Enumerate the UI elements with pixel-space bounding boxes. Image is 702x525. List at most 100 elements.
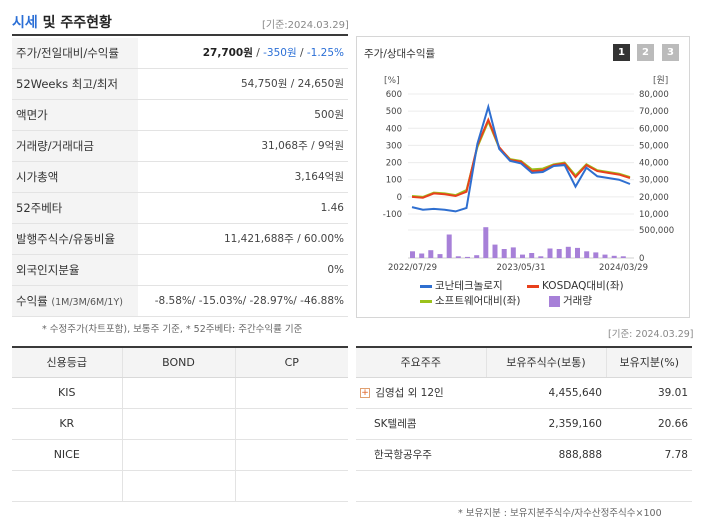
info-value: 1.46 <box>320 202 344 214</box>
footnote-price: * 수정주가(차트포함), 보통주 기준, * 52주베타: 주간수익률 기준 <box>42 324 303 335</box>
info-row-returns: 수익률 (1M/3M/6M/1Y) -8.58%/ -15.03%/ -28.9… <box>12 286 348 317</box>
legend-label: 거래량 <box>563 295 592 307</box>
right-axis-unit: [원] <box>653 75 668 86</box>
volume-bar <box>556 249 562 258</box>
right-tick-label: 60,000 <box>639 124 669 134</box>
price-change-rate: -1.25% <box>306 47 344 59</box>
credit-agency: KR <box>12 408 123 440</box>
holders-header-pct: 보유지분(%) <box>606 346 692 378</box>
volume-bar <box>575 247 580 258</box>
credit-bond <box>122 470 236 502</box>
info-row-52weeks: 52Weeks 최고/최저 54,750원 / 24,650원 <box>12 69 348 100</box>
legend-item-stock: 코난테크놀로지 <box>420 278 503 293</box>
section-title-sub: 및 주주현황 <box>42 15 112 31</box>
volume-bar <box>520 254 525 258</box>
chart-page-2-button[interactable]: 2 <box>637 44 654 61</box>
footnote-holders: * 보유지분 : 보유지분주식수/자수산정주식수×100 <box>458 508 662 519</box>
holder-name: 한국항공우주 <box>356 439 486 471</box>
info-row-volume: 거래량/거래대금 31,068주 / 9억원 <box>12 131 348 162</box>
volume-bar <box>455 256 461 258</box>
legend-label: 코난테크놀로지 <box>435 280 503 292</box>
volume-bar <box>446 234 452 258</box>
info-row-beta: 52주베타 1.46 <box>12 193 348 224</box>
credit-cp <box>235 439 348 471</box>
volume-bar <box>465 256 470 258</box>
left-tick-label: 500 <box>386 107 402 117</box>
legend-item-volume: 거래량 <box>549 293 592 308</box>
info-label: 외국인지분율 <box>12 255 138 285</box>
info-label: 발행주식수/유동비율 <box>12 224 138 254</box>
right-tick-label: 20,000 <box>639 193 669 203</box>
info-row-foreign: 외국인지분율 0% <box>12 255 348 286</box>
holder-pct: 39.01 <box>606 377 692 409</box>
chart-base-date: [기준: 2024.03.29] <box>608 329 694 340</box>
base-date: [기준:2024.03.29] <box>262 20 349 31</box>
holder-pct: 20.66 <box>606 408 692 440</box>
volume-tick-label: 500,000 <box>639 226 674 236</box>
right-tick-label: 50,000 <box>639 141 669 151</box>
chart-page-1-button[interactable]: 1 <box>613 44 630 61</box>
legend-swatch <box>549 295 560 307</box>
volume-bar <box>492 244 498 258</box>
table-row: + 김영섭 외 12인 4,455,640 39.01 <box>356 377 692 409</box>
volume-bar <box>593 252 599 258</box>
left-tick-label: 0 <box>397 193 402 203</box>
info-row-par-value: 액면가 500원 <box>12 100 348 131</box>
holder-name: 김영섭 외 12인 <box>375 387 444 399</box>
table-row <box>12 470 348 502</box>
volume-bar <box>474 255 480 258</box>
left-tick-label: 400 <box>386 124 402 134</box>
section-title-main: 시세 <box>12 15 38 31</box>
info-row-shares: 발행주식수/유동비율 11,421,688주 / 60.00% <box>12 224 348 255</box>
left-axis-unit: [%] <box>384 76 400 86</box>
volume-bar <box>538 256 544 258</box>
volume-bar <box>547 248 553 258</box>
shareholders-table: 주요주주 보유주식수(보통) 보유지분(%) + 김영섭 외 12인 4,455… <box>356 346 692 502</box>
volume-tick-label: 0 <box>639 254 644 264</box>
info-value: 3,164억원 <box>294 171 344 183</box>
holder-name-cell: + 김영섭 외 12인 <box>356 377 486 409</box>
holder-empty <box>606 470 692 502</box>
info-value: 0% <box>327 264 344 276</box>
legend-swatch <box>527 284 539 288</box>
volume-bar <box>419 253 425 258</box>
info-value-returns: -8.58%/ -15.03%/ -28.97%/ -46.88% <box>154 295 344 307</box>
table-row: KIS <box>12 377 348 409</box>
holders-header-shares: 보유주식수(보통) <box>486 346 607 378</box>
credit-agency <box>12 470 123 502</box>
volume-bar <box>602 254 608 258</box>
info-label-period: (1M/3M/6M/1Y) <box>51 297 123 308</box>
table-row: NICE <box>12 439 348 471</box>
legend-swatch <box>420 284 432 288</box>
relative-return-chart: [%] [원] 600 500 400 300 200 100 0 -100 80,000 70,00… <box>383 75 674 273</box>
table-row: SK텔레콤 2,359,160 20.66 <box>356 408 692 440</box>
credit-cp <box>235 408 348 440</box>
holder-empty <box>356 470 486 502</box>
header-divider <box>12 34 348 36</box>
credit-agency: NICE <box>12 439 123 471</box>
volume-bar <box>410 251 415 258</box>
series-line <box>411 103 631 213</box>
credit-cp <box>235 377 348 409</box>
left-tick-label: 200 <box>386 159 402 169</box>
volume-bar <box>565 246 571 258</box>
table-row: KR <box>12 408 348 440</box>
info-label: 거래량/거래대금 <box>12 131 138 161</box>
legend-label: KOSDAQ대비(좌) <box>542 280 624 292</box>
volume-bar <box>584 251 590 258</box>
series-line <box>411 118 631 198</box>
legend-swatch <box>420 299 432 303</box>
x-tick-label: 2022/07/29 <box>388 263 437 273</box>
table-row: 한국항공우주 888,888 7.78 <box>356 439 692 471</box>
credit-header-bond: BOND <box>122 346 236 378</box>
info-label-main: 수익률 <box>16 294 48 308</box>
info-label: 시가총액 <box>12 162 138 192</box>
x-tick-label: 2024/03/29 <box>599 263 648 273</box>
credit-bond <box>122 377 236 409</box>
info-value: 31,068주 / 9억원 <box>261 140 344 152</box>
chart-page-3-button[interactable]: 3 <box>662 44 679 61</box>
volume-bar <box>483 227 489 258</box>
left-tick-label: 600 <box>386 90 402 100</box>
expand-icon[interactable]: + <box>360 388 370 398</box>
info-label: 수익률 (1M/3M/6M/1Y) <box>12 286 138 316</box>
